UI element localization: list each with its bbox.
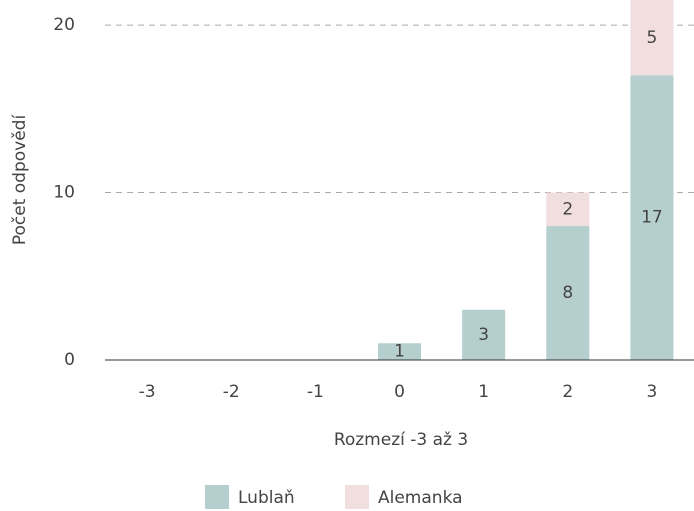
y-axis-label: Počet odpovědí xyxy=(10,114,30,246)
y-tick-label: 0 xyxy=(64,350,75,370)
legend-swatch xyxy=(345,485,369,509)
x-axis-label: Rozmezí -3 až 3 xyxy=(334,430,468,450)
data-label: 3 xyxy=(478,325,489,345)
legend-label: Lublaň xyxy=(238,488,295,508)
legend-swatch xyxy=(205,485,229,509)
data-label: 2 xyxy=(562,199,573,219)
x-tick-label: -3 xyxy=(139,382,156,402)
x-tick-label: 2 xyxy=(562,382,573,402)
data-label: 17 xyxy=(641,208,663,228)
data-label: 8 xyxy=(562,283,573,303)
x-tick-label: 0 xyxy=(394,382,405,402)
x-tick-label: 3 xyxy=(647,382,658,402)
data-label: 1 xyxy=(394,342,405,362)
bar-segment xyxy=(630,0,674,76)
data-label: 5 xyxy=(647,28,658,48)
y-tick-label: 20 xyxy=(53,15,75,35)
y-tick-label: 10 xyxy=(53,183,75,203)
bar-segment xyxy=(378,343,421,360)
x-tick-label: -2 xyxy=(223,382,240,402)
x-tick-label: -1 xyxy=(307,382,324,402)
bar-segment xyxy=(546,192,590,227)
bar-segment xyxy=(546,226,590,360)
x-tick-label: 1 xyxy=(478,382,489,402)
legend-label: Alemanka xyxy=(378,488,463,508)
bar-segment xyxy=(462,309,506,360)
bar-segment xyxy=(630,75,674,360)
